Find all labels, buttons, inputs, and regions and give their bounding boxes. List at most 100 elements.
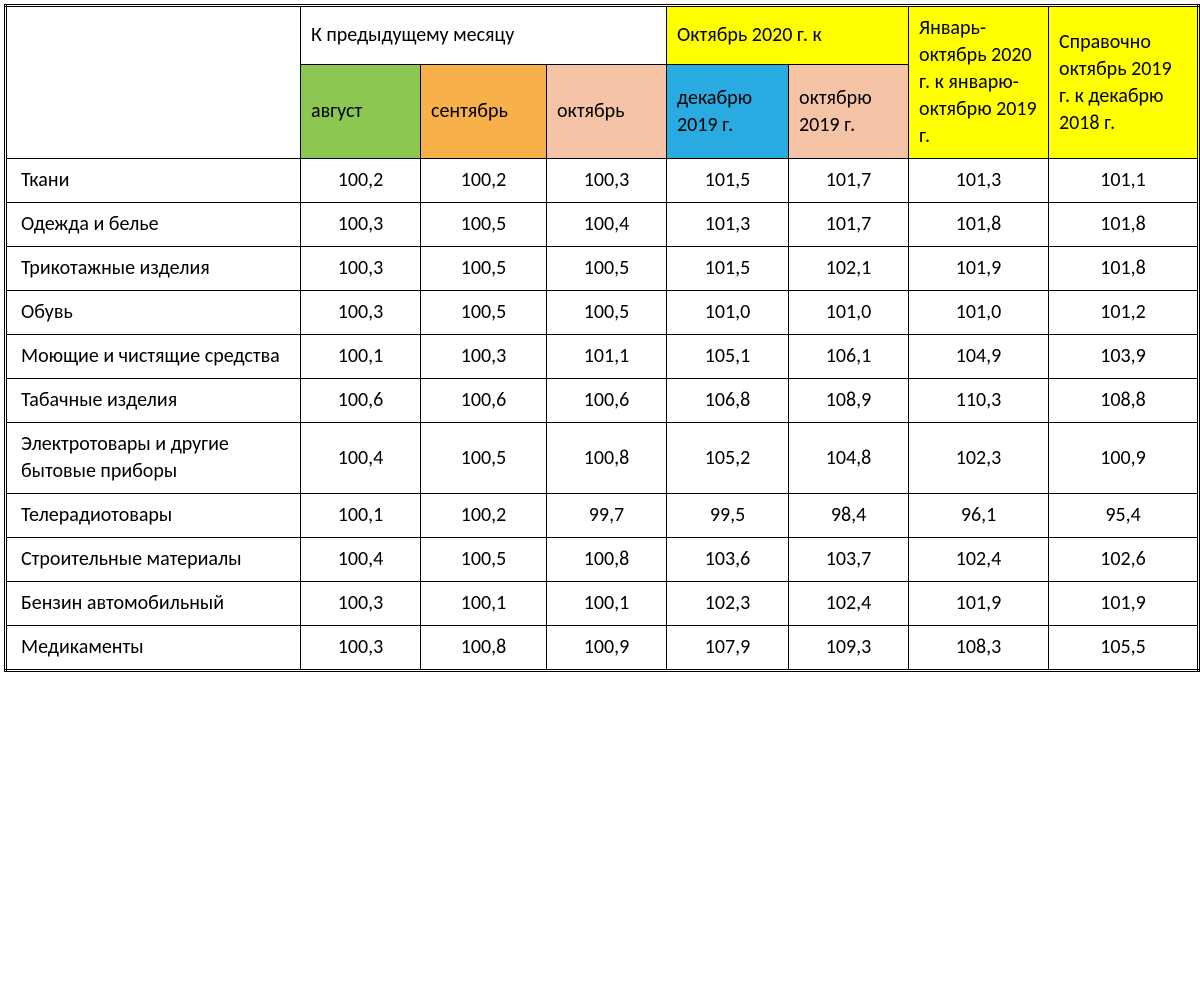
cell-value: 100,3 <box>301 247 421 291</box>
cell-value: 100,5 <box>421 247 547 291</box>
row-label: Ткани <box>6 159 301 203</box>
cell-value: 101,1 <box>547 335 667 379</box>
cell-value: 101,5 <box>667 247 789 291</box>
cell-value: 100,3 <box>301 203 421 247</box>
cell-value: 107,9 <box>667 626 789 671</box>
cell-value: 100,3 <box>547 159 667 203</box>
cell-value: 100,4 <box>547 203 667 247</box>
table-row: Моющие и чистящие средства100,1100,3101,… <box>6 335 1199 379</box>
row-label: Электротовары и другие бытовые приборы <box>6 423 301 494</box>
cell-value: 103,7 <box>789 538 909 582</box>
cell-value: 101,0 <box>667 291 789 335</box>
cell-value: 100,8 <box>421 626 547 671</box>
header-october: октябрь <box>547 65 667 159</box>
cell-value: 102,3 <box>909 423 1049 494</box>
cell-value: 106,1 <box>789 335 909 379</box>
cell-value: 100,3 <box>301 582 421 626</box>
cell-value: 108,8 <box>1049 379 1199 423</box>
row-label: Медикаменты <box>6 626 301 671</box>
cell-value: 100,8 <box>547 538 667 582</box>
cell-value: 100,5 <box>547 291 667 335</box>
table-row: Табачные изделия100,6100,6100,6106,8108,… <box>6 379 1199 423</box>
cell-value: 101,3 <box>909 159 1049 203</box>
cell-value: 100,6 <box>421 379 547 423</box>
cell-value: 100,1 <box>301 494 421 538</box>
cell-value: 100,1 <box>301 335 421 379</box>
cell-value: 100,9 <box>1049 423 1199 494</box>
cell-value: 100,5 <box>421 291 547 335</box>
cell-value: 104,9 <box>909 335 1049 379</box>
cell-value: 101,9 <box>1049 582 1199 626</box>
row-label: Табачные изделия <box>6 379 301 423</box>
cell-value: 106,8 <box>667 379 789 423</box>
cell-value: 105,5 <box>1049 626 1199 671</box>
cell-value: 101,2 <box>1049 291 1199 335</box>
cell-value: 100,3 <box>301 626 421 671</box>
row-label: Бензин автомобильный <box>6 582 301 626</box>
cell-value: 105,2 <box>667 423 789 494</box>
cell-value: 99,5 <box>667 494 789 538</box>
header-oct2020: Октябрь 2020 г. к <box>667 6 909 65</box>
cell-value: 99,7 <box>547 494 667 538</box>
row-label: Одежда и белье <box>6 203 301 247</box>
cell-value: 104,8 <box>789 423 909 494</box>
cell-value: 103,6 <box>667 538 789 582</box>
row-label: Телерадиотовары <box>6 494 301 538</box>
price-index-table: К предыдущему месяцу Октябрь 2020 г. к Я… <box>4 4 1200 672</box>
cell-value: 100,4 <box>301 423 421 494</box>
cell-value: 101,5 <box>667 159 789 203</box>
header-oct2019: октябрю 2019 г. <box>789 65 909 159</box>
cell-value: 101,8 <box>1049 203 1199 247</box>
row-label: Обувь <box>6 291 301 335</box>
cell-value: 109,3 <box>789 626 909 671</box>
table-row: Бензин автомобильный100,3100,1100,1102,3… <box>6 582 1199 626</box>
row-label: Строительные материалы <box>6 538 301 582</box>
cell-value: 96,1 <box>909 494 1049 538</box>
cell-value: 100,8 <box>547 423 667 494</box>
row-label: Трикотажные изделия <box>6 247 301 291</box>
table-row: Обувь100,3100,5100,5101,0101,0101,0101,2 <box>6 291 1199 335</box>
cell-value: 100,1 <box>547 582 667 626</box>
header-jan-oct: Январь-октябрь 2020 г. к январю-октябрю … <box>909 6 1049 159</box>
table-row: Телерадиотовары100,1100,299,799,598,496,… <box>6 494 1199 538</box>
cell-value: 101,9 <box>909 247 1049 291</box>
table-header: К предыдущему месяцу Октябрь 2020 г. к Я… <box>6 6 1199 159</box>
cell-value: 100,5 <box>421 423 547 494</box>
cell-value: 100,9 <box>547 626 667 671</box>
cell-value: 100,6 <box>547 379 667 423</box>
cell-value: 100,4 <box>301 538 421 582</box>
cell-value: 101,7 <box>789 159 909 203</box>
cell-value: 101,8 <box>909 203 1049 247</box>
table-row: Строительные материалы100,4100,5100,8103… <box>6 538 1199 582</box>
header-empty <box>6 6 301 159</box>
header-dec2019: декабрю 2019 г. <box>667 65 789 159</box>
cell-value: 101,8 <box>1049 247 1199 291</box>
cell-value: 102,4 <box>789 582 909 626</box>
cell-value: 100,2 <box>421 159 547 203</box>
cell-value: 101,9 <box>909 582 1049 626</box>
cell-value: 100,5 <box>421 203 547 247</box>
cell-value: 95,4 <box>1049 494 1199 538</box>
cell-value: 101,0 <box>789 291 909 335</box>
cell-value: 100,3 <box>301 291 421 335</box>
cell-value: 102,3 <box>667 582 789 626</box>
table-row: Электротовары и другие бытовые приборы10… <box>6 423 1199 494</box>
table-row: Одежда и белье100,3100,5100,4101,3101,71… <box>6 203 1199 247</box>
cell-value: 100,5 <box>421 538 547 582</box>
header-september: сентябрь <box>421 65 547 159</box>
header-prev-month: К предыдущему месяцу <box>301 6 667 65</box>
table-row: Медикаменты100,3100,8100,9107,9109,3108,… <box>6 626 1199 671</box>
cell-value: 100,2 <box>421 494 547 538</box>
cell-value: 108,9 <box>789 379 909 423</box>
cell-value: 100,3 <box>421 335 547 379</box>
cell-value: 102,6 <box>1049 538 1199 582</box>
cell-value: 110,3 <box>909 379 1049 423</box>
cell-value: 100,5 <box>547 247 667 291</box>
cell-value: 100,2 <box>301 159 421 203</box>
cell-value: 105,1 <box>667 335 789 379</box>
table-body: Ткани100,2100,2100,3101,5101,7101,3101,1… <box>6 159 1199 671</box>
cell-value: 102,1 <box>789 247 909 291</box>
cell-value: 100,1 <box>421 582 547 626</box>
cell-value: 100,6 <box>301 379 421 423</box>
table-row: Трикотажные изделия100,3100,5100,5101,51… <box>6 247 1199 291</box>
